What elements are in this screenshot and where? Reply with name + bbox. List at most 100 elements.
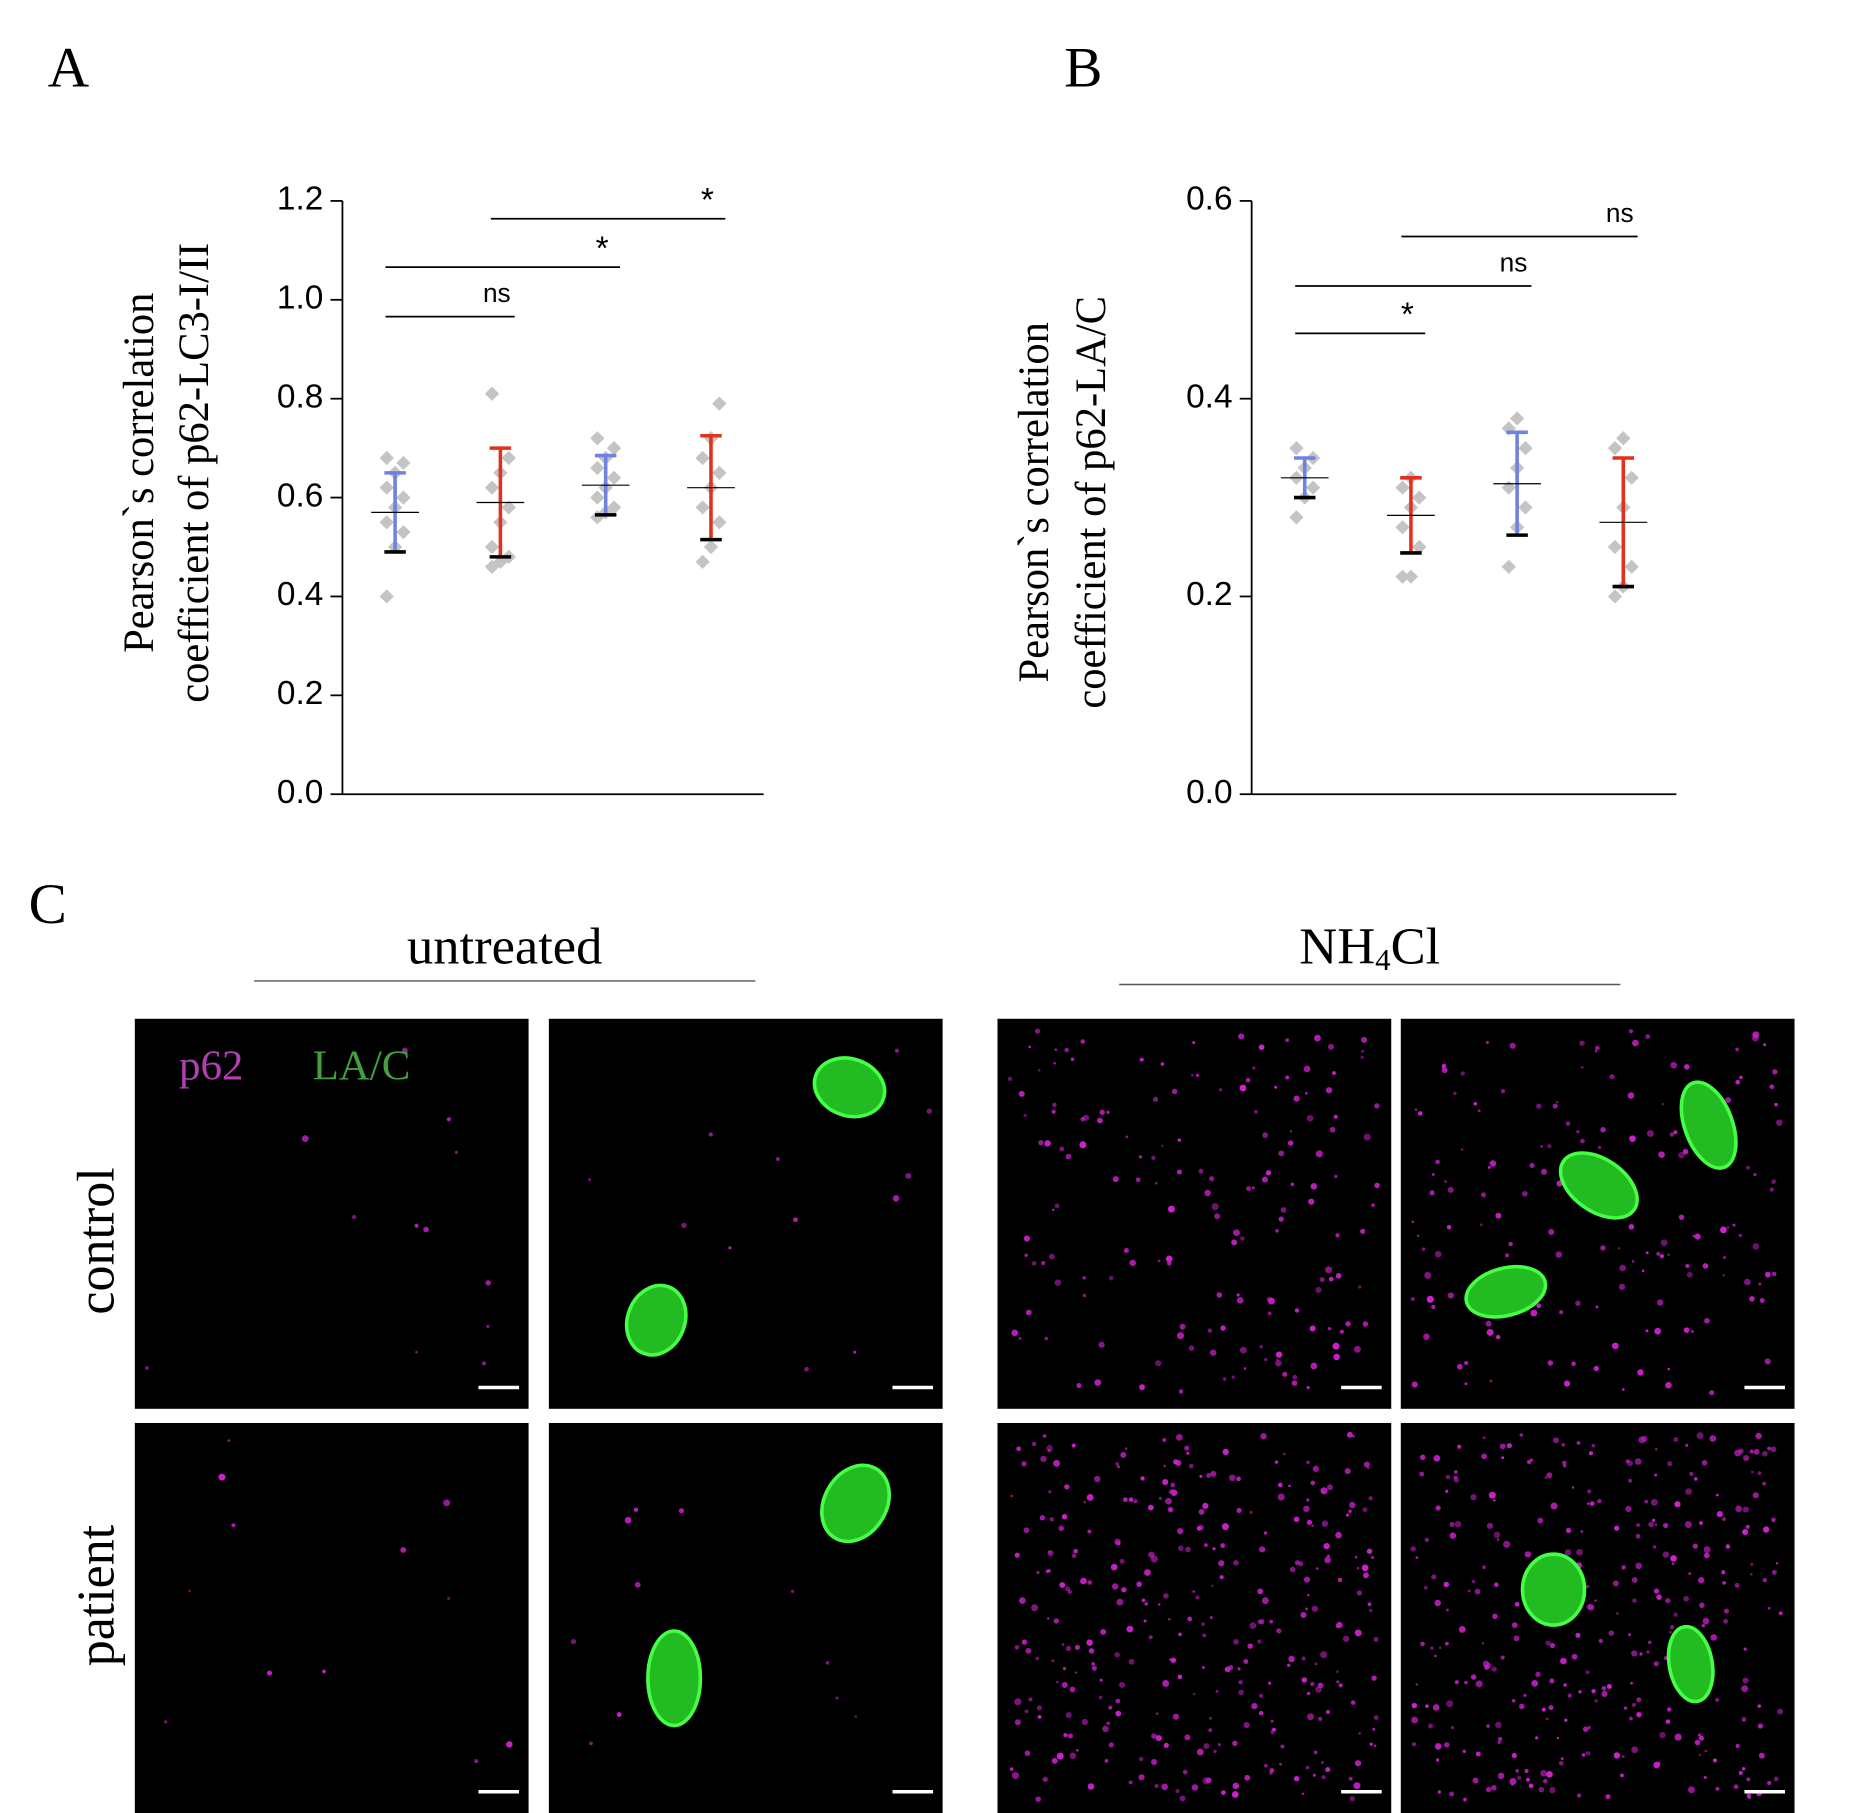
data-point [606,470,622,485]
p62-puncta [1163,1593,1169,1599]
significance-label: ns [1500,248,1528,278]
p62-puncta [1052,1208,1055,1212]
micrograph [997,1422,1392,1813]
p62-puncta [1435,1758,1440,1762]
significance-label: * [1401,297,1414,334]
p62-puncta [1346,1431,1353,1438]
p62-puncta [231,1523,236,1528]
p62-puncta [1600,1126,1606,1133]
p62-puncta [1454,1470,1458,1474]
p62-puncta [1626,1460,1633,1467]
p62-puncta [1313,1750,1318,1755]
p62-puncta [1065,1586,1071,1592]
data-point [712,396,727,411]
p62-puncta [1348,1509,1352,1514]
p62-puncta [1482,1565,1486,1570]
p62-puncta [1218,1560,1225,1567]
p62-puncta [1070,1057,1075,1062]
p62-puncta [1319,1277,1325,1283]
p62-puncta [1035,1796,1042,1803]
p62-puncta [1087,1529,1092,1534]
p62-puncta [1750,1562,1754,1566]
p62-puncta [1606,1683,1612,1689]
p62-puncta [1209,1349,1217,1356]
data-point [1518,441,1533,456]
p62-puncta [1674,1501,1681,1508]
p62-puncta [1530,1458,1533,1462]
p62-puncta [1179,1795,1186,1802]
p62-puncta [1239,1346,1247,1354]
p62-puncta [1669,1625,1675,1630]
p62-puncta [1702,1263,1709,1269]
p62-puncta [1165,1497,1172,1505]
p62-puncta [1168,1618,1171,1621]
p62-puncta [589,1741,593,1746]
data-point [1607,441,1623,456]
p62-puncta [1065,1153,1072,1160]
p62-puncta [1161,1783,1168,1791]
p62-puncta [1716,1511,1723,1518]
p62-puncta [1411,1381,1418,1388]
condition-label: untreated [407,918,602,976]
condition-label-part: NH [1299,918,1375,976]
p62-puncta [1659,1254,1665,1259]
p62-puncta [1151,1155,1156,1160]
p62-puncta [1289,1566,1296,1573]
p62-puncta [1767,1606,1771,1610]
p62-puncta [1035,1656,1040,1661]
p62-puncta [1654,1447,1658,1451]
p62-puncta [728,1246,732,1250]
p62-puncta [1500,1655,1505,1660]
p62-puncta [1563,1464,1567,1468]
p62-puncta [1652,1545,1657,1549]
p62-puncta [1480,1192,1487,1198]
p62-puncta [1211,1203,1219,1211]
p62-puncta [1470,1674,1477,1680]
p62-puncta [1758,1282,1762,1286]
data-point [484,539,500,555]
p62-puncta [1546,1472,1553,1479]
p62-puncta [1306,1115,1314,1122]
p62-puncta [1048,1253,1055,1260]
p62-puncta [1360,1055,1364,1059]
p62-puncta [1503,1540,1511,1548]
p62-puncta [1363,1133,1371,1141]
p62-puncta [1126,1625,1134,1633]
p62-puncta [1221,1523,1229,1531]
p62-puncta [1335,1233,1340,1238]
p62-puncta [1315,1286,1322,1293]
p62-puncta [1369,1608,1373,1613]
p62-puncta [1667,1707,1672,1712]
p62-puncta [1051,1109,1056,1114]
data-point [712,515,727,530]
data-point [396,490,411,505]
p62-puncta [1236,1476,1241,1482]
p62-puncta [1449,1791,1455,1797]
p62-puncta [1349,1501,1356,1509]
p62-puncta [1052,1102,1057,1108]
p62-puncta [1345,1321,1351,1327]
p62-puncta [443,1499,451,1507]
p62-puncta [1300,1612,1307,1619]
p62-puncta [1631,1577,1638,1583]
p62-puncta [1552,1103,1558,1109]
p62-puncta [1312,1773,1316,1777]
p62-puncta [1723,1608,1729,1614]
micrograph [134,1422,529,1813]
p62-puncta [1678,1214,1685,1220]
p62-puncta [1139,1057,1144,1062]
p62-puncta [1243,1659,1249,1664]
p62-puncta [1654,1523,1658,1527]
p62-puncta [454,1150,458,1154]
p62-puncta [1767,1781,1772,1786]
y-tick-label: 0.6 [1186,181,1232,218]
micrograph [997,1018,1392,1409]
p62-puncta [1151,1733,1157,1739]
p62-puncta [1650,1498,1658,1506]
p62-puncta [1556,1736,1560,1740]
p62-puncta [486,1324,490,1328]
p62-puncta [1608,1630,1615,1636]
p62-puncta [1423,1333,1430,1340]
p62-puncta [1205,1777,1212,1784]
p62-puncta [1290,1182,1295,1187]
